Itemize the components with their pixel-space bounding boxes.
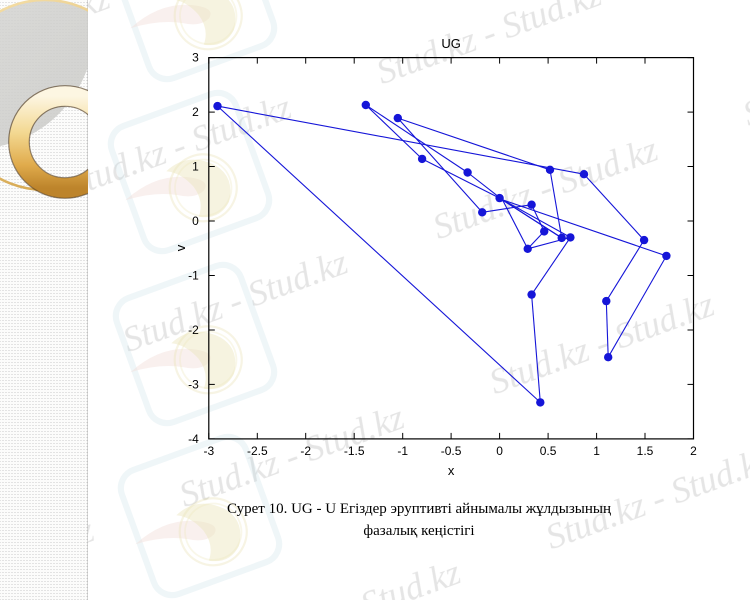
svg-text:v: v xyxy=(173,244,188,251)
svg-text:3: 3 xyxy=(192,51,199,65)
svg-text:-2: -2 xyxy=(300,444,311,458)
svg-text:1: 1 xyxy=(192,160,199,174)
svg-text:0.5: 0.5 xyxy=(540,444,557,458)
svg-text:-0.5: -0.5 xyxy=(441,444,462,458)
svg-text:-1: -1 xyxy=(188,269,199,283)
svg-text:-3: -3 xyxy=(203,444,214,458)
svg-text:2: 2 xyxy=(192,105,199,119)
svg-text:-3: -3 xyxy=(188,377,199,391)
svg-text:-4: -4 xyxy=(188,432,199,446)
svg-text:-1.5: -1.5 xyxy=(344,444,365,458)
svg-text:x: x xyxy=(448,463,455,478)
svg-text:-2: -2 xyxy=(188,323,199,337)
svg-text:0: 0 xyxy=(192,214,199,228)
svg-text:-2.5: -2.5 xyxy=(247,444,268,458)
svg-text:1: 1 xyxy=(593,444,600,458)
svg-text:UG: UG xyxy=(441,36,461,51)
svg-text:-1: -1 xyxy=(397,444,408,458)
svg-text:2: 2 xyxy=(690,444,697,458)
svg-text:1.5: 1.5 xyxy=(637,444,654,458)
svg-text:0: 0 xyxy=(496,444,503,458)
